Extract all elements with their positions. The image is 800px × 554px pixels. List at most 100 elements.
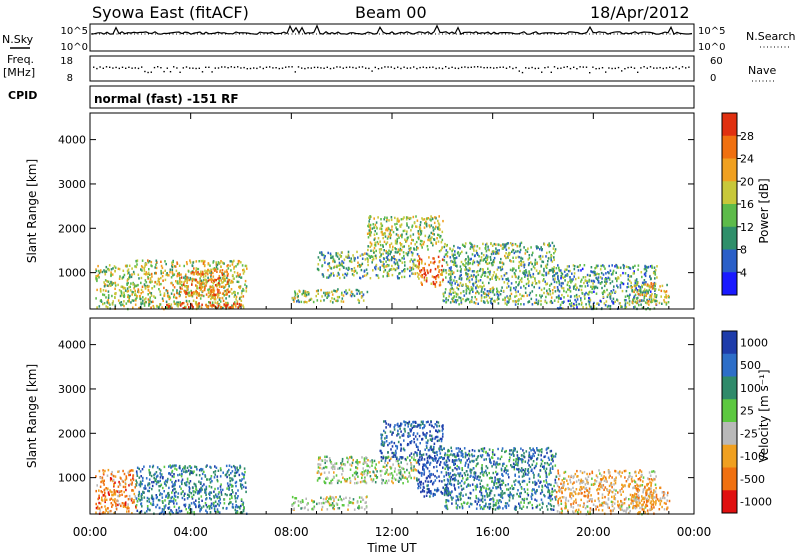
echo-cell [532, 272, 535, 276]
echo-cell [564, 279, 566, 282]
echo-cell [151, 497, 154, 501]
echo-cell [532, 275, 534, 278]
echo-cell [228, 279, 231, 282]
echo-cell [550, 259, 552, 262]
echo-cell [619, 274, 622, 277]
echo-cell [328, 457, 331, 460]
echo-cell [558, 290, 561, 293]
echo-cell [155, 259, 158, 262]
echo-cell [220, 305, 222, 309]
echo-cell [623, 298, 626, 302]
freq-point [649, 66, 652, 68]
echo-cell [465, 251, 468, 255]
echo-cell [482, 300, 485, 303]
echo-cell [110, 472, 113, 476]
echo-cell [355, 288, 358, 292]
echo-cell [136, 466, 139, 469]
echo-cell [442, 268, 445, 272]
echo-cell [128, 494, 131, 498]
echo-cell [502, 289, 505, 293]
echo-cell [173, 497, 175, 500]
echo-cell [492, 299, 495, 303]
echo-cell [452, 271, 455, 274]
echo-cell [414, 243, 416, 246]
echo-cell [138, 497, 140, 500]
echo-cell [173, 494, 176, 497]
freq-point [112, 67, 114, 69]
echo-cell [641, 275, 643, 279]
echo-cell [349, 501, 352, 504]
echo-cell [430, 282, 433, 285]
echo-cell [539, 254, 542, 258]
echo-cell [136, 296, 138, 299]
echo-cell [205, 493, 207, 497]
echo-cell [350, 290, 353, 293]
echo-cell [224, 284, 227, 287]
echo-cell [372, 269, 374, 272]
echo-cell [239, 483, 242, 486]
echo-cell [102, 472, 105, 475]
echo-cell [436, 430, 439, 434]
echo-cell [374, 481, 377, 484]
echo-cell [241, 472, 243, 475]
echo-cell [100, 480, 102, 484]
echo-cell [396, 473, 398, 476]
echo-cell [326, 276, 328, 279]
echo-cell [432, 226, 434, 229]
echo-cell [509, 268, 512, 272]
echo-cell [131, 483, 133, 486]
echo-cell [224, 270, 226, 273]
echo-cell [189, 294, 191, 297]
echo-cell [518, 281, 521, 284]
echo-cell [412, 260, 414, 263]
echo-cell [480, 252, 483, 255]
echo-cell [452, 263, 455, 266]
echo-cell [338, 295, 341, 299]
echo-cell [114, 475, 117, 478]
echo-cell [361, 262, 364, 266]
echo-cell [486, 299, 488, 302]
echo-cell [352, 501, 355, 505]
echo-cell [389, 457, 392, 460]
echo-cell [540, 288, 543, 292]
echo-cell [422, 453, 425, 456]
echo-cell [441, 424, 444, 427]
echo-cell [114, 284, 117, 287]
echo-cell [127, 294, 129, 297]
echo-cell [227, 272, 229, 276]
echo-cell [370, 249, 372, 252]
echo-cell [363, 472, 365, 476]
echo-cell [652, 282, 655, 286]
echo-cell [447, 466, 450, 470]
echo-cell [407, 251, 410, 255]
echo-cell [388, 219, 390, 222]
echo-cell [597, 302, 599, 305]
echo-cell [352, 293, 354, 296]
freq-point [307, 67, 309, 69]
echo-cell [417, 259, 420, 262]
echo-cell [124, 482, 127, 486]
echo-cell [212, 261, 214, 264]
echo-cell [170, 303, 173, 306]
echo-cell [178, 292, 180, 295]
echo-cell [416, 432, 419, 435]
echo-cell [325, 497, 327, 500]
echo-cell [327, 269, 329, 272]
echo-cell [155, 271, 157, 275]
freq-point [157, 66, 159, 68]
echo-cell [233, 464, 235, 468]
echo-cell [168, 274, 170, 277]
echo-cell [316, 299, 319, 302]
echo-cell [505, 252, 507, 255]
echo-cell [210, 503, 213, 507]
echo-cell [346, 256, 349, 259]
freq-point [195, 67, 197, 70]
echo-cell [498, 243, 500, 247]
echo-cell [386, 435, 388, 438]
echo-cell [412, 420, 414, 424]
echo-cell [102, 494, 105, 497]
echo-cell [315, 289, 318, 293]
echo-cell [496, 249, 499, 252]
freq-point [208, 66, 210, 68]
echo-cell [566, 265, 569, 268]
